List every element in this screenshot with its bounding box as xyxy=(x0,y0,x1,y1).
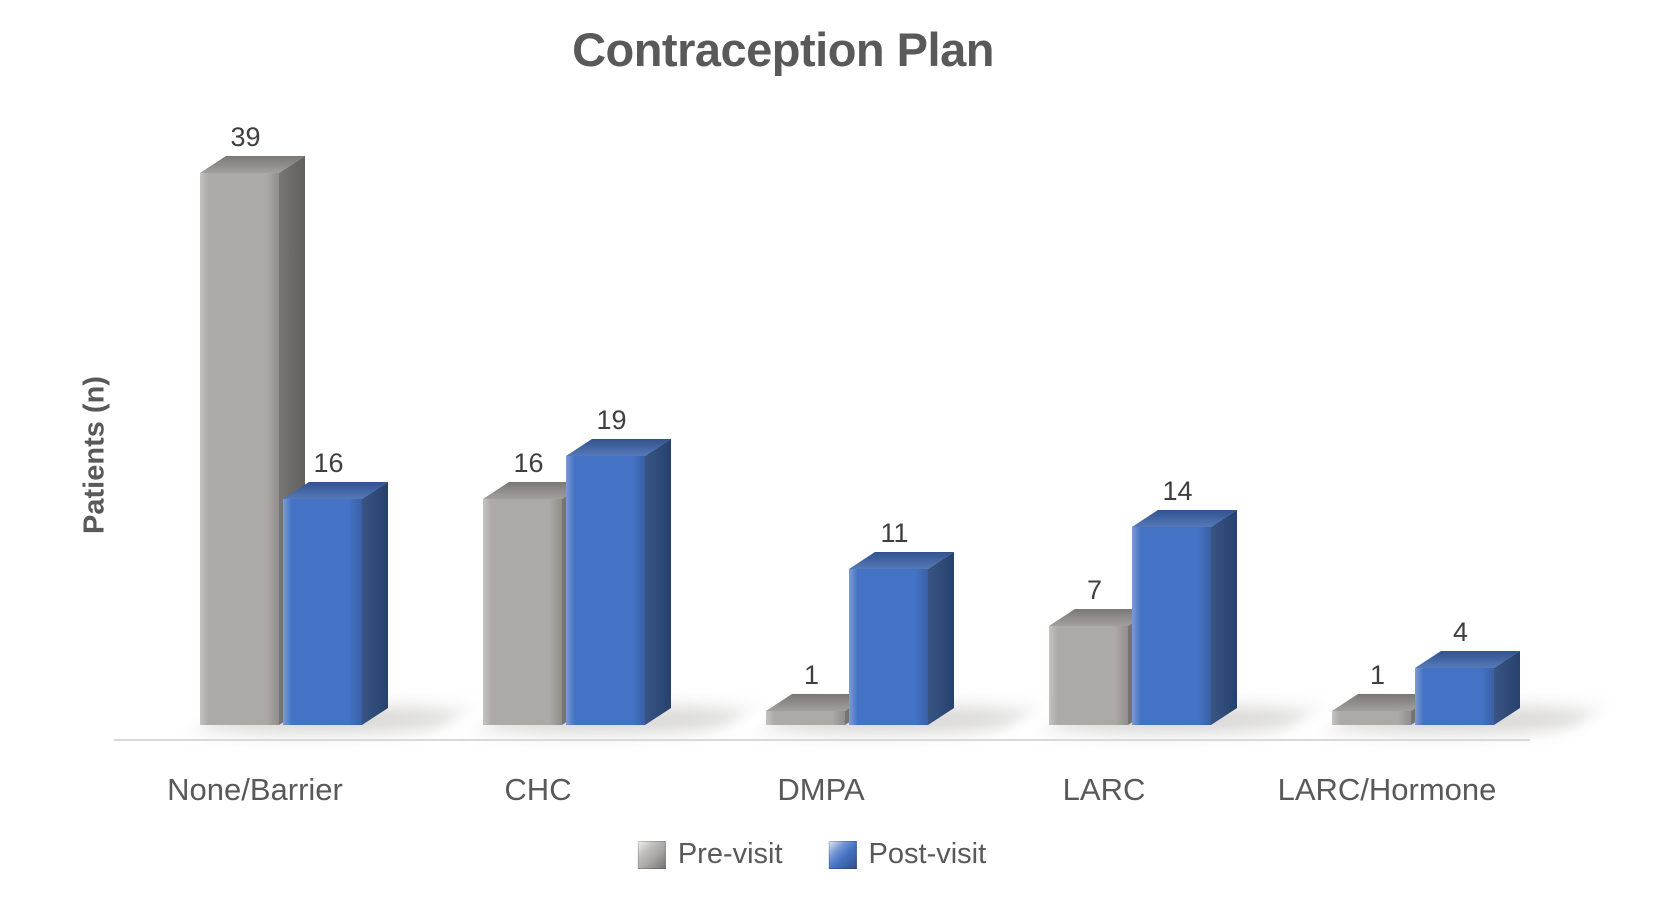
bar-front-face xyxy=(483,499,562,725)
data-label-post-visit-larc: 14 xyxy=(1162,476,1193,506)
bar-post-visit-chc xyxy=(566,438,671,725)
bar-side-face xyxy=(1211,509,1237,725)
data-label-post-visit-chc: 19 xyxy=(596,405,627,435)
bar-post-visit-none-barrier xyxy=(283,481,388,725)
data-label-pre-visit-none-barrier: 39 xyxy=(230,122,261,152)
legend-swatch-post-visit-icon xyxy=(828,840,857,869)
bar-side-face xyxy=(645,438,671,725)
bar-post-visit-larc-hormone xyxy=(1415,650,1520,725)
bar-pre-visit-larc-hormone xyxy=(1332,693,1437,725)
category-label-larc-hormone: LARC/Hormone xyxy=(1277,772,1497,807)
bar-pre-visit-chc xyxy=(483,481,588,725)
category-label-none-barrier: None/Barrier xyxy=(167,772,343,807)
bar-side-face xyxy=(362,481,388,725)
data-label-post-visit-dmpa: 11 xyxy=(880,518,909,548)
bar-pre-visit-dmpa xyxy=(766,693,871,725)
legend-item-pre-visit: Pre-visit xyxy=(637,838,783,871)
bar-front-face xyxy=(1415,668,1494,725)
legend: Pre-visit Post-visit xyxy=(637,838,987,871)
bar-front-face xyxy=(200,173,279,725)
legend-label-pre-visit: Pre-visit xyxy=(677,838,783,870)
category-label-larc: LARC xyxy=(1062,772,1146,807)
bar-pre-visit-larc xyxy=(1049,608,1154,725)
bar-front-face xyxy=(849,569,928,725)
bar-post-visit-dmpa xyxy=(849,551,954,725)
data-label-pre-visit-larc: 7 xyxy=(1086,575,1103,605)
bar-side-face xyxy=(928,551,954,725)
category-label-dmpa: DMPA xyxy=(777,772,865,807)
bar-front-face xyxy=(1132,527,1211,725)
data-label-post-visit-larc-hormone: 4 xyxy=(1452,617,1469,647)
data-label-pre-visit-dmpa: 1 xyxy=(803,660,820,690)
bar-front-face xyxy=(566,456,645,725)
x-axis-line xyxy=(114,739,1530,741)
legend-label-post-visit: Post-visit xyxy=(868,838,987,870)
bar-front-face xyxy=(1332,711,1411,725)
legend-item-post-visit: Post-visit xyxy=(828,838,987,871)
bar-pre-visit-none-barrier xyxy=(200,155,305,725)
chart-title: Contraception Plan xyxy=(572,23,994,76)
bar-post-visit-larc xyxy=(1132,509,1237,725)
data-label-pre-visit-larc-hormone: 1 xyxy=(1369,660,1386,690)
category-label-chc: CHC xyxy=(504,772,572,807)
bar-front-face xyxy=(766,711,845,725)
data-label-pre-visit-chc: 16 xyxy=(513,448,544,478)
legend-swatch-pre-visit-icon xyxy=(637,840,666,869)
bar-front-face xyxy=(1049,626,1128,725)
bar-front-face xyxy=(283,499,362,725)
data-label-post-visit-none-barrier: 16 xyxy=(313,448,344,478)
